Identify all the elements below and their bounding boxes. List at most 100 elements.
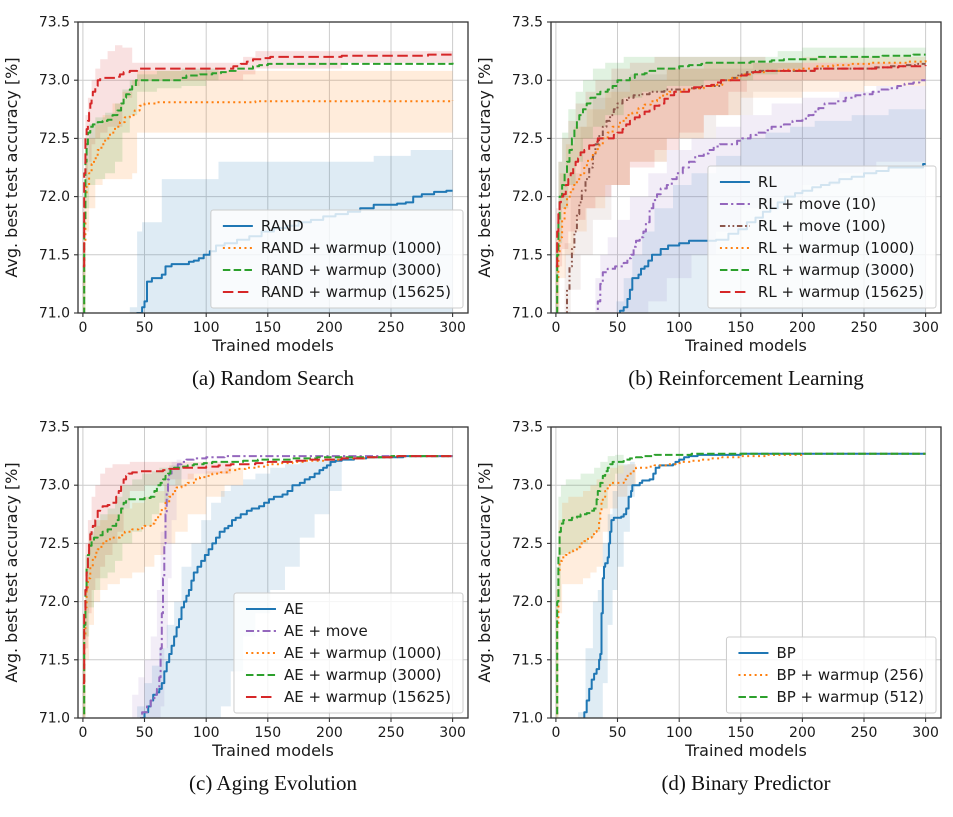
legend: BP BP + warmup (256) BP + warmup (512) <box>725 636 937 714</box>
axis-label: 72.5 <box>512 536 543 552</box>
axis-label: 300 <box>912 725 939 741</box>
caption-a: (a) Random Search <box>191 366 355 390</box>
subfigure-c: 0 50 100 150 200 250 300 71.0 71.5 72.0 72.5 73.0 73… <box>0 405 480 817</box>
legend-label: RAND + warmup (15625) <box>261 283 451 301</box>
subfigure-a: 0 50 100 150 200 250 300 71.0 71.5 72.0 72.5 73.0 73… <box>0 0 480 405</box>
axis-label: 150 <box>727 725 754 741</box>
axes: 0 50 100 150 200 250 300 71.0 71.5 72.0 72.5 73.0 73… <box>475 15 942 355</box>
legend-label: RL <box>758 173 777 191</box>
legend: AE AE + move AE + warmup (1000) AE + warmup… <box>233 592 464 714</box>
chart-c-svg: 0 50 100 150 200 250 300 71.0 71.5 72.0 72.5 73.0 73… <box>2 420 469 760</box>
y-axis-title: Avg. best test accuracy [%] <box>2 57 21 277</box>
axis-label: 150 <box>727 320 754 336</box>
legend-label: AE <box>284 600 304 618</box>
axis-label: 50 <box>136 725 154 741</box>
axis-label: 71.0 <box>512 306 543 322</box>
series-rand-warmup-1000 <box>83 100 454 313</box>
axis-label: 300 <box>912 320 939 336</box>
axis-label: 0 <box>551 725 560 741</box>
confidence-bands <box>555 453 636 718</box>
legend: RL RL + move (10) RL + move (100) RL + warm… <box>707 165 937 309</box>
axis-label: 72.5 <box>39 131 70 147</box>
x-axis-title: Trained models <box>684 741 807 757</box>
axis-label: 300 <box>439 725 466 741</box>
axis-label: 250 <box>378 320 405 336</box>
axes: 0 50 100 150 200 250 300 71.0 71.5 72.0 72.5 73.0 73… <box>2 15 469 355</box>
legend-label: AE + move <box>284 622 368 640</box>
series-rl-move-10 <box>596 79 926 313</box>
series-ae-warmup-1000 <box>83 455 453 718</box>
axis-label: 73.5 <box>39 420 70 436</box>
axis-label: 100 <box>193 320 220 336</box>
axis-label: 250 <box>851 320 878 336</box>
chart-a-random-search: 0 50 100 150 200 250 300 71.0 71.5 72.0 72.5 73.0 73… <box>0 0 480 355</box>
axis-label: 73.0 <box>512 73 543 89</box>
axis-label: 73.5 <box>512 15 543 31</box>
axis-label: 71.0 <box>39 711 70 727</box>
axis-label: 200 <box>789 320 816 336</box>
legend-label: RL + warmup (3000) <box>758 261 915 279</box>
axis-label: 200 <box>316 320 343 336</box>
axis-label: 71.0 <box>512 711 543 727</box>
legend-label: RL + warmup (15625) <box>758 283 924 301</box>
axis-label: 200 <box>316 725 343 741</box>
series-lines <box>556 452 926 718</box>
axis-label: 50 <box>136 320 154 336</box>
axis-label: 250 <box>851 725 878 741</box>
caption-c: (c) Aging Evolution <box>189 771 357 795</box>
chart-d-svg: 0 50 100 150 200 250 300 71.0 71.5 72.0 72.5 73.0 73… <box>475 420 942 760</box>
y-axis-title: Avg. best test accuracy [%] <box>2 462 21 682</box>
axis-label: 72.5 <box>512 131 543 147</box>
axis-label: 72.0 <box>39 594 70 610</box>
subfigure-d: 0 50 100 150 200 250 300 71.0 71.5 72.0 72.5 73.0 73… <box>473 405 953 817</box>
axis-label: 71.5 <box>39 652 70 668</box>
series-rl-warmup-3000 <box>555 53 926 313</box>
legend-label: RL + move (10) <box>758 195 876 213</box>
legend-label: BP + warmup (512) <box>776 688 924 706</box>
series-lines <box>82 455 453 718</box>
legend-label: RAND + warmup (3000) <box>261 261 442 279</box>
series-ae <box>139 455 453 718</box>
legend-label: BP <box>776 644 795 662</box>
chart-b-reinforcement-learning: 0 50 100 150 200 250 300 71.0 71.5 72.0 72.5 73.0 73… <box>473 0 953 355</box>
subfigure-b: 0 50 100 150 200 250 300 71.0 71.5 72.0 72.5 73.0 73… <box>473 0 953 405</box>
axis-label: 73.5 <box>512 420 543 436</box>
confidence-bands <box>82 456 342 718</box>
series-rand-warmup-3000 <box>83 62 454 313</box>
axes: 0 50 100 150 200 250 300 71.0 71.5 72.0 72.5 73.0 73… <box>2 420 469 760</box>
axis-label: 72.0 <box>512 594 543 610</box>
x-axis-title: Trained models <box>211 336 334 352</box>
axis-label: 73.0 <box>39 478 70 494</box>
axis-label: 150 <box>254 725 281 741</box>
axis-label: 100 <box>193 725 220 741</box>
axes: 0 50 100 150 200 250 300 71.0 71.5 72.0 72.5 73.0 73… <box>475 420 942 760</box>
axis-label: 100 <box>666 320 693 336</box>
axis-label: 0 <box>551 320 560 336</box>
axis-label: 72.5 <box>39 536 70 552</box>
legend: RAND RAND + warmup (1000) RAND + warmup (3… <box>210 209 464 309</box>
series-rl-warmup-15625 <box>555 65 927 268</box>
chart-c-aging-evolution: 0 50 100 150 200 250 300 71.0 71.5 72.0 72.5 73.0 73… <box>0 405 480 760</box>
legend-label: RAND + warmup (1000) <box>261 239 442 257</box>
chart-a-svg: 0 50 100 150 200 250 300 71.0 71.5 72.0 72.5 73.0 73… <box>2 15 469 355</box>
legend-label: AE + warmup (1000) <box>284 644 442 662</box>
legend-label: AE + warmup (15625) <box>284 688 451 706</box>
axis-label: 71.5 <box>512 652 543 668</box>
axis-label: 200 <box>789 725 816 741</box>
y-axis-title: Avg. best test accuracy [%] <box>475 462 494 682</box>
axis-label: 73.0 <box>512 478 543 494</box>
axis-label: 50 <box>609 320 627 336</box>
caption-b: (b) Reinforcement Learning <box>628 366 864 390</box>
axis-label: 71.5 <box>512 247 543 263</box>
axis-label: 73.5 <box>39 15 70 31</box>
legend-label: BP + warmup (256) <box>776 666 924 684</box>
series-rand-warmup-15625 <box>82 53 453 268</box>
axis-label: 100 <box>666 725 693 741</box>
chart-d-binary-predictor: 0 50 100 150 200 250 300 71.0 71.5 72.0 72.5 73.0 73… <box>473 405 953 760</box>
axis-label: 0 <box>78 320 87 336</box>
axis-label: 72.0 <box>39 189 70 205</box>
series-ae-warmup-15625 <box>82 455 453 685</box>
legend-label: RL + move (100) <box>758 217 886 235</box>
axis-label: 73.0 <box>39 73 70 89</box>
